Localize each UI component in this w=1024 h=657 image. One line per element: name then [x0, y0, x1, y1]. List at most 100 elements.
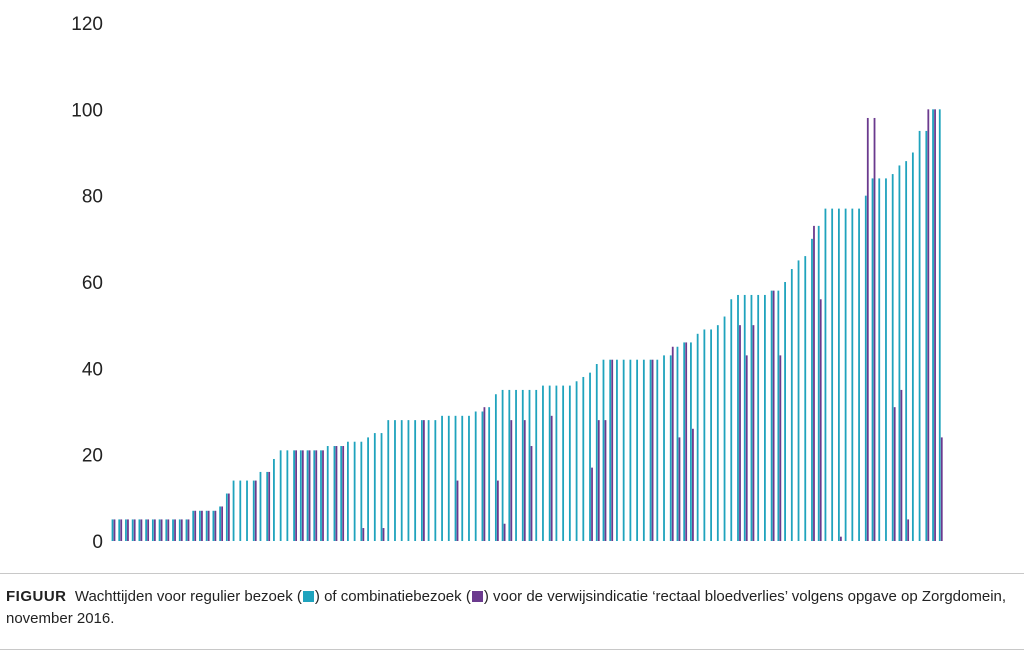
bar-regulier — [757, 294, 760, 541]
bar-regulier — [898, 165, 901, 541]
bar-regulier — [239, 480, 242, 541]
bar-combinatie — [335, 446, 338, 541]
y-tick-label: 0 — [92, 532, 103, 553]
bar-combinatie — [456, 480, 459, 541]
bar-regulier — [347, 441, 349, 541]
bar-regulier — [373, 433, 376, 541]
bar-regulier — [360, 441, 363, 541]
bar-regulier — [528, 389, 531, 541]
bar-regulier — [905, 161, 908, 541]
bar-regulier — [468, 415, 470, 541]
bar-regulier — [938, 109, 941, 541]
caption-text-2: ) of combinatiebezoek ( — [314, 588, 471, 605]
bar-combinatie — [268, 471, 271, 541]
bar-regulier — [703, 329, 706, 541]
bar-regulier — [118, 519, 121, 541]
bar-regulier — [616, 359, 618, 541]
bar-regulier — [501, 389, 504, 541]
bar-combinatie — [483, 407, 486, 541]
bar-regulier — [918, 130, 921, 542]
bar-regulier — [488, 407, 491, 541]
bar-combinatie — [591, 467, 593, 541]
bar-regulier — [663, 355, 665, 541]
bar-combinatie — [752, 325, 755, 541]
bar-combinatie — [510, 420, 513, 541]
bar-regulier — [831, 208, 834, 541]
bar-regulier — [320, 450, 322, 541]
bar-regulier — [790, 269, 793, 541]
regulier-swatch-icon — [302, 591, 314, 602]
bar-regulier — [394, 420, 396, 541]
bar-regulier — [414, 420, 417, 541]
bar-regulier — [784, 282, 786, 541]
bar-combinatie — [927, 109, 930, 541]
bar-regulier — [844, 208, 847, 541]
combinatie-swatch-icon — [471, 591, 483, 602]
y-tick-label: 40 — [82, 359, 103, 380]
bar-combinatie — [651, 359, 654, 541]
bar-regulier — [252, 480, 255, 541]
bar-combinatie — [113, 519, 116, 541]
bar-regulier — [205, 510, 208, 541]
bar-regulier — [138, 519, 141, 541]
bar-combinatie — [496, 480, 499, 541]
bar-regulier — [804, 256, 807, 541]
bar-combinatie — [221, 506, 224, 541]
bar-combinatie — [160, 519, 163, 541]
bar-regulier — [582, 376, 585, 541]
bar-regulier — [407, 420, 410, 541]
bar-regulier — [151, 519, 154, 541]
bar-regulier — [266, 471, 269, 541]
bar-combinatie — [550, 415, 553, 541]
bar-regulier — [212, 510, 215, 541]
bar-regulier — [797, 260, 800, 541]
bar-regulier — [299, 450, 302, 541]
bar-regulier — [313, 450, 316, 541]
bar-combinatie — [194, 510, 197, 541]
bar-regulier — [636, 359, 639, 541]
bar-regulier — [589, 372, 591, 541]
bar-regulier — [326, 446, 329, 541]
bar-combinatie — [133, 519, 136, 541]
bar-regulier — [723, 316, 726, 541]
bar-combinatie — [120, 519, 123, 541]
bar-regulier — [232, 480, 235, 541]
bar-regulier — [696, 333, 699, 541]
bar-regulier — [521, 389, 524, 541]
bar-combinatie — [214, 510, 217, 541]
bar-regulier — [743, 294, 746, 541]
bar-regulier — [710, 329, 712, 541]
bar-regulier — [750, 294, 753, 541]
bar-chart: 0 20 40 60 80 100 120 — [71, 14, 943, 553]
bar-regulier — [811, 238, 813, 541]
bar-regulier — [434, 420, 437, 541]
bar-regulier — [864, 195, 867, 542]
figure-caption: FIGUUR Wachttijden voor regulier bezoek … — [6, 586, 1016, 630]
caption-top-rule — [0, 573, 1024, 574]
bar-combinatie — [201, 510, 203, 541]
bar-regulier — [824, 208, 827, 541]
bar-regulier — [683, 342, 686, 541]
bar-regulier — [568, 385, 571, 541]
bar-regulier — [777, 290, 780, 541]
bar-regulier — [481, 411, 484, 541]
bar-combinatie — [530, 446, 533, 541]
bar-regulier — [178, 519, 181, 541]
bar-combinatie — [597, 420, 600, 541]
bar-combinatie — [180, 519, 183, 541]
bar-regulier — [730, 299, 733, 541]
bar-regulier — [891, 174, 894, 541]
bar-combinatie — [308, 450, 311, 541]
bar-regulier — [199, 510, 201, 541]
bar-regulier — [447, 415, 450, 541]
bar-regulier — [817, 225, 820, 541]
bar-regulier — [851, 208, 854, 541]
bar-combinatie — [174, 519, 176, 541]
bar-regulier — [219, 506, 222, 541]
bar-regulier — [474, 411, 477, 541]
bar-regulier — [125, 519, 127, 541]
bar-regulier — [172, 519, 174, 541]
bar-regulier — [622, 359, 625, 541]
bar-combinatie — [671, 346, 674, 541]
y-tick-label: 120 — [71, 14, 103, 35]
